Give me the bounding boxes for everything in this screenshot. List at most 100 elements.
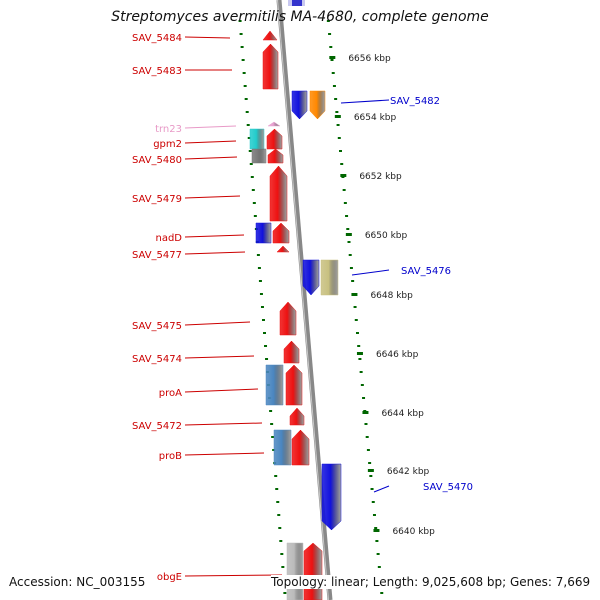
- scale-tick: [362, 411, 369, 414]
- right-track-dot: [335, 111, 339, 113]
- right-track-dot: [342, 189, 346, 191]
- gene-leader-line: [340, 99, 390, 104]
- gene-sav-5482b: [309, 90, 326, 120]
- right-track-dot: [348, 254, 352, 256]
- left-track-dot: [279, 540, 283, 542]
- right-track-dot: [345, 215, 349, 217]
- gene-label-left: SAV_5474: [132, 354, 182, 365]
- accession-text: Accession: NC_003155: [9, 575, 146, 589]
- gene-sav-5474: [283, 340, 300, 364]
- left-track-dot: [263, 332, 267, 334]
- genome-backbone: [276, 0, 333, 600]
- left-track-dot: [238, 20, 242, 22]
- left-track-dot: [264, 345, 268, 347]
- genome-backbone-highlight: [277, 0, 329, 600]
- left-track-dot: [251, 189, 255, 191]
- right-track-dot: [337, 137, 341, 139]
- left-track-dot: [270, 423, 274, 425]
- gene-label-left: SAV_5483: [132, 66, 182, 77]
- gene-label-left: SAV_5477: [132, 250, 182, 261]
- gene-gpm2-pair: [266, 128, 283, 150]
- right-track-dot: [349, 267, 353, 269]
- gene-sav-5470: [321, 463, 342, 531]
- left-track-dot: [271, 436, 275, 438]
- right-track-dot: [328, 33, 332, 35]
- left-track-dot: [256, 254, 260, 256]
- right-track-dot: [366, 449, 370, 451]
- left-track-dot: [272, 449, 276, 451]
- right-track-dot: [370, 488, 374, 490]
- left-track-dot: [247, 137, 251, 139]
- right-track-dot: [326, 20, 330, 22]
- right-track-dot: [360, 384, 364, 386]
- gene-leader-line: [184, 156, 238, 160]
- gene-obge: [303, 542, 323, 600]
- right-track-dot: [371, 501, 375, 503]
- scale-tick-label: 6650 kbp: [365, 231, 408, 241]
- left-track-dot: [244, 98, 248, 100]
- gene-obge-neighbor: [286, 542, 304, 600]
- partial-gene-top-core: [292, 0, 302, 6]
- left-track-dot: [245, 111, 249, 113]
- left-track-dot: [243, 85, 247, 87]
- gene-leader-line: [184, 140, 237, 144]
- left-track-dot: [248, 150, 252, 152]
- gene-leader-line: [351, 269, 390, 276]
- right-track-dot: [329, 46, 333, 48]
- scale-tick-label: 6640 kbp: [392, 527, 435, 537]
- right-track-dot: [351, 280, 355, 282]
- gene-label-left: trn23: [155, 124, 182, 135]
- right-track-dot: [364, 423, 368, 425]
- left-track-dot: [253, 215, 257, 217]
- scale-tick-label: 6646 kbp: [376, 350, 419, 360]
- gene-trn23: [267, 121, 281, 127]
- gene-leader-line: [184, 452, 265, 456]
- left-track-dot: [265, 358, 269, 360]
- gene-sav-5475: [279, 301, 297, 336]
- right-track-dot: [372, 514, 376, 516]
- right-track-dot: [377, 566, 381, 568]
- gene-gpm2: [249, 128, 265, 150]
- left-track-dot: [277, 514, 281, 516]
- left-track-dot: [240, 46, 244, 48]
- gene-label-left: SAV_5484: [132, 33, 182, 44]
- left-track-dot: [241, 59, 245, 61]
- gene-label-right: SAV_5482: [390, 96, 440, 107]
- left-track-dot: [278, 527, 282, 529]
- genome-title: Streptomyces avermitilis MA-4680, comple…: [111, 9, 489, 25]
- gene-prob: [273, 429, 292, 466]
- gene-sav-5482: [291, 90, 308, 120]
- scale-tick-label: 6652 kbp: [359, 172, 402, 182]
- right-track-dot: [331, 72, 335, 74]
- gene-leader-line: [184, 321, 251, 326]
- right-track-dot: [336, 124, 340, 126]
- gene-label-left: obgE: [157, 572, 182, 583]
- gene-sav-5480: [251, 148, 267, 164]
- gene-label-left: SAV_5472: [132, 421, 182, 432]
- scale-tick: [340, 174, 347, 177]
- gene-label-left: SAV_5475: [132, 321, 182, 332]
- gene-leader-line: [184, 125, 237, 129]
- left-track-dot: [261, 319, 265, 321]
- scale-tick: [334, 115, 341, 118]
- scale-tick: [345, 233, 352, 236]
- gene-leader-line: [184, 36, 231, 39]
- right-track-dot: [376, 553, 380, 555]
- gene-sav-5484: [262, 30, 278, 41]
- right-track-dot: [343, 202, 347, 204]
- left-track-dot: [260, 306, 264, 308]
- gene-label-left: gpm2: [153, 139, 182, 150]
- gene-leader-line: [184, 388, 259, 393]
- right-track-dot: [334, 98, 338, 100]
- left-track-dot: [246, 124, 250, 126]
- left-track-dot: [249, 163, 253, 165]
- gene-nadd: [255, 222, 272, 244]
- gene-label-left: SAV_5479: [132, 194, 182, 205]
- right-track-dot: [362, 397, 366, 399]
- right-track-dot: [380, 592, 384, 594]
- gene-sav-5472: [289, 407, 305, 426]
- left-track-dot: [257, 267, 261, 269]
- right-track-dot: [368, 462, 372, 464]
- right-track-dot: [374, 527, 378, 529]
